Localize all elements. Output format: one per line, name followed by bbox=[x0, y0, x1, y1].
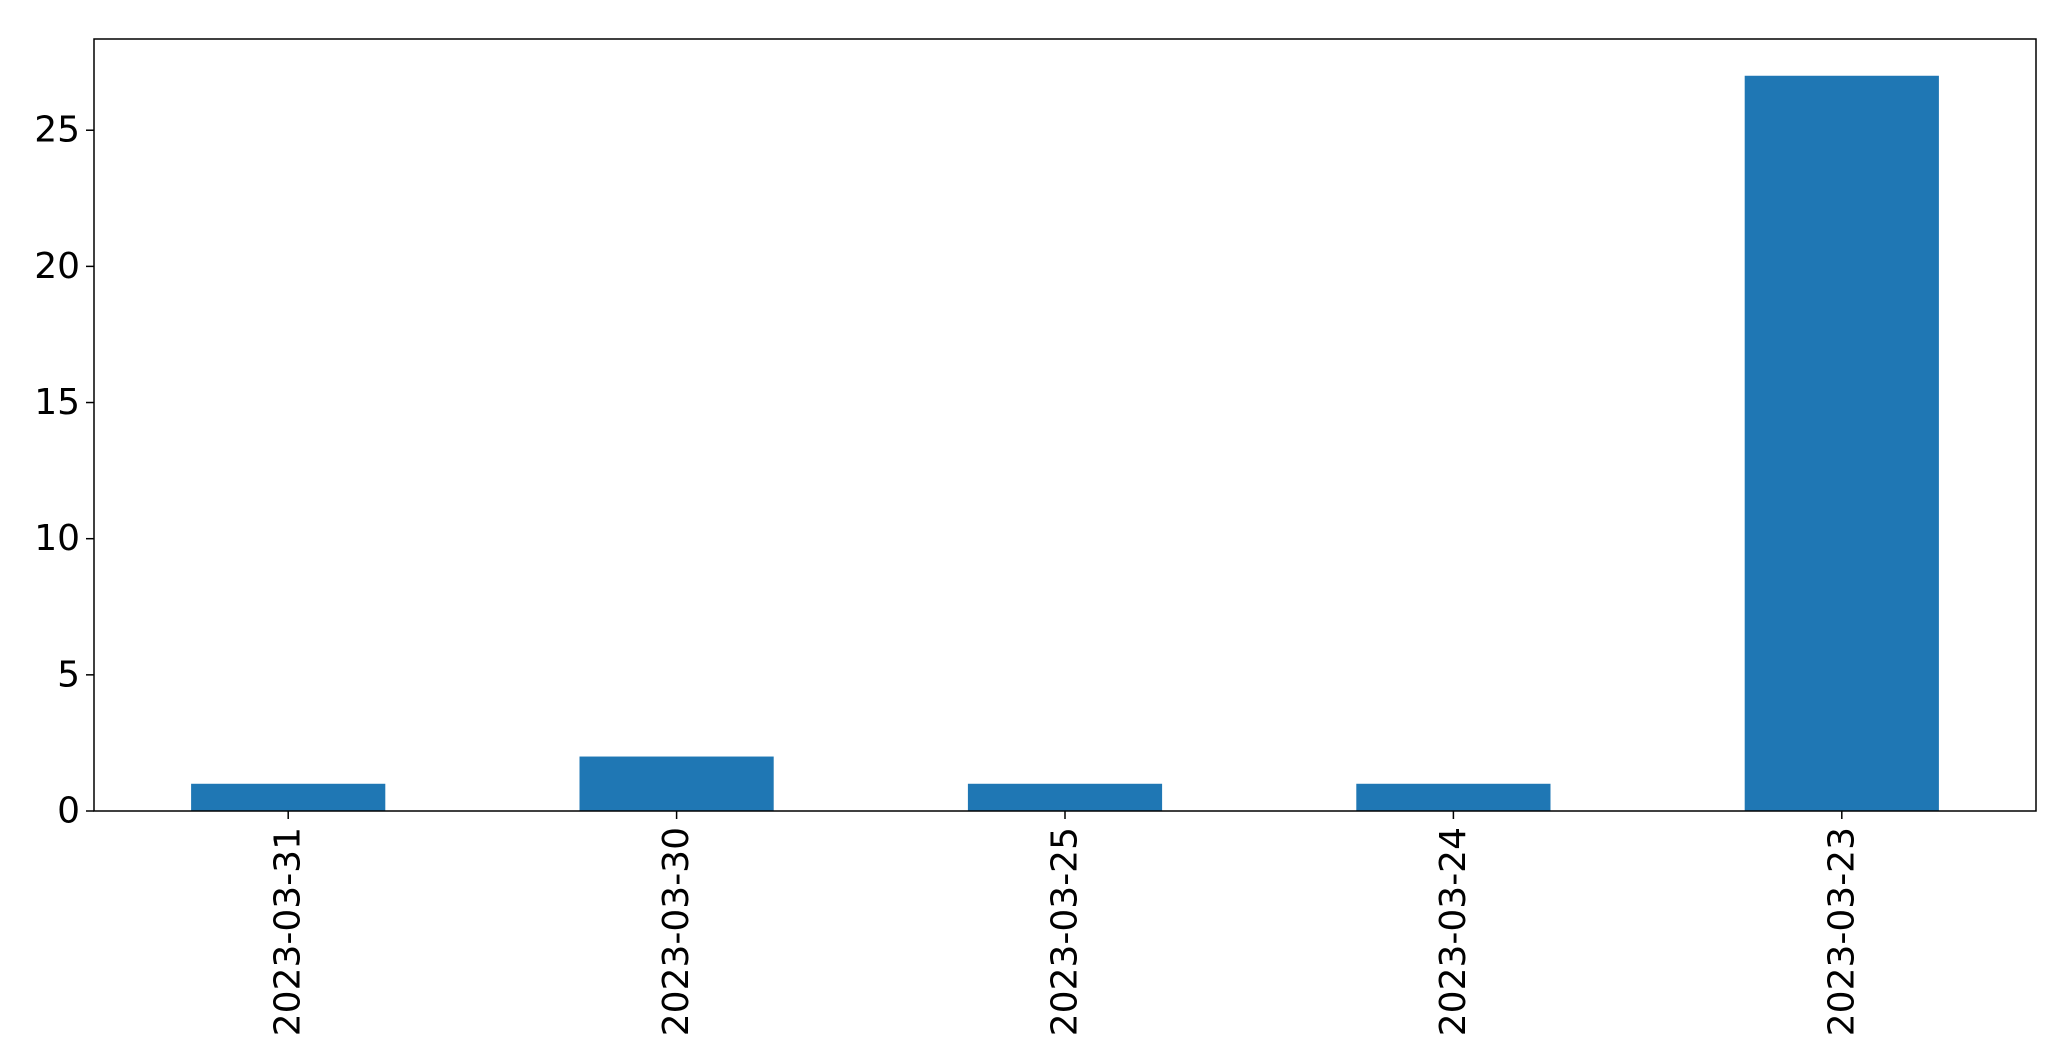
y-tick-label: 25 bbox=[34, 110, 80, 151]
bar bbox=[191, 783, 386, 811]
x-tick-label: 2023-03-25 bbox=[1045, 827, 1086, 1036]
y-tick-label: 15 bbox=[34, 382, 80, 423]
x-axis: 2023-03-31 2023-03-30 2023-03-25 2023-03-24… bbox=[268, 811, 1862, 1036]
bars-layer bbox=[191, 75, 1939, 811]
plot-frame bbox=[93, 38, 2037, 812]
bar bbox=[967, 783, 1163, 811]
y-tick-label: 5 bbox=[57, 654, 80, 695]
x-tick-label: 2023-03-31 bbox=[268, 827, 309, 1036]
plot-background bbox=[94, 39, 2036, 811]
y-tick-label: 0 bbox=[57, 791, 80, 832]
bar bbox=[1744, 75, 1939, 811]
x-tick-label: 2023-03-24 bbox=[1433, 827, 1474, 1036]
bar bbox=[579, 756, 774, 811]
y-axis: 0 5 10 15 20 25 bbox=[34, 110, 94, 832]
x-tick-label: 2023-03-30 bbox=[656, 827, 697, 1036]
x-tick-label: 2023-03-23 bbox=[1821, 827, 1862, 1036]
y-tick-label: 20 bbox=[34, 246, 80, 287]
y-tick-label: 10 bbox=[34, 518, 80, 559]
bar bbox=[1356, 783, 1551, 811]
